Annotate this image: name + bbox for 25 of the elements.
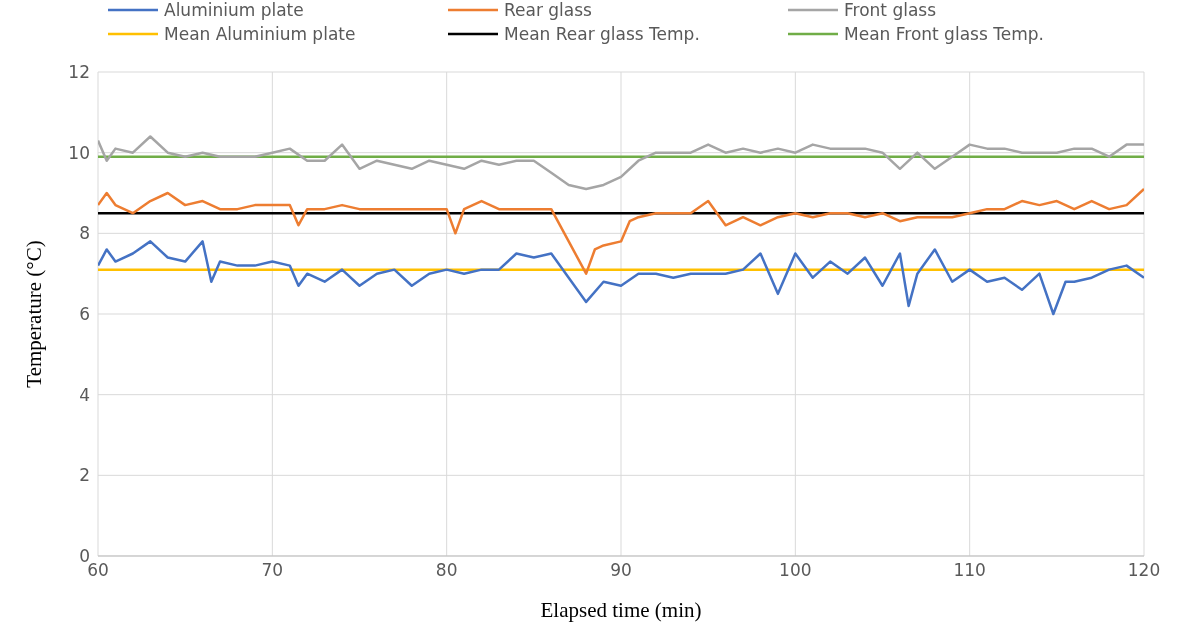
x-tick-label: 80 [435, 560, 458, 581]
line-series [98, 135, 1144, 191]
x-tick-label: 60 [87, 560, 109, 581]
y-tick-label: 4 [79, 384, 90, 405]
legend-label: Mean Rear glass Temp. [504, 24, 700, 44]
legend-label: Mean Front glass Temp. [844, 24, 1044, 44]
x-tick-label: 100 [779, 560, 812, 581]
x-axis-title: Elapsed time (min) [540, 597, 702, 622]
y-tick-label: 6 [79, 304, 90, 325]
line-series [98, 240, 1144, 316]
y-tick-label: 0 [79, 546, 90, 567]
legend-label: Front glass [844, 0, 937, 20]
line-series [98, 187, 1144, 275]
legend-label: Rear glass [504, 0, 592, 20]
x-tick-label: 70 [261, 560, 284, 581]
y-axis-title: Temperature (°C) [22, 240, 47, 388]
x-tick-label: 120 [1127, 560, 1161, 581]
legend-label: Aluminium plate [164, 0, 304, 20]
y-tick-label: 2 [79, 465, 90, 486]
y-tick-label: 8 [79, 223, 90, 244]
y-tick-label: 12 [68, 62, 90, 83]
legend-label: Mean Aluminium plate [164, 24, 356, 44]
x-tick-label: 110 [953, 560, 986, 581]
y-tick-label: 10 [68, 142, 90, 163]
x-tick-label: 90 [610, 560, 632, 581]
